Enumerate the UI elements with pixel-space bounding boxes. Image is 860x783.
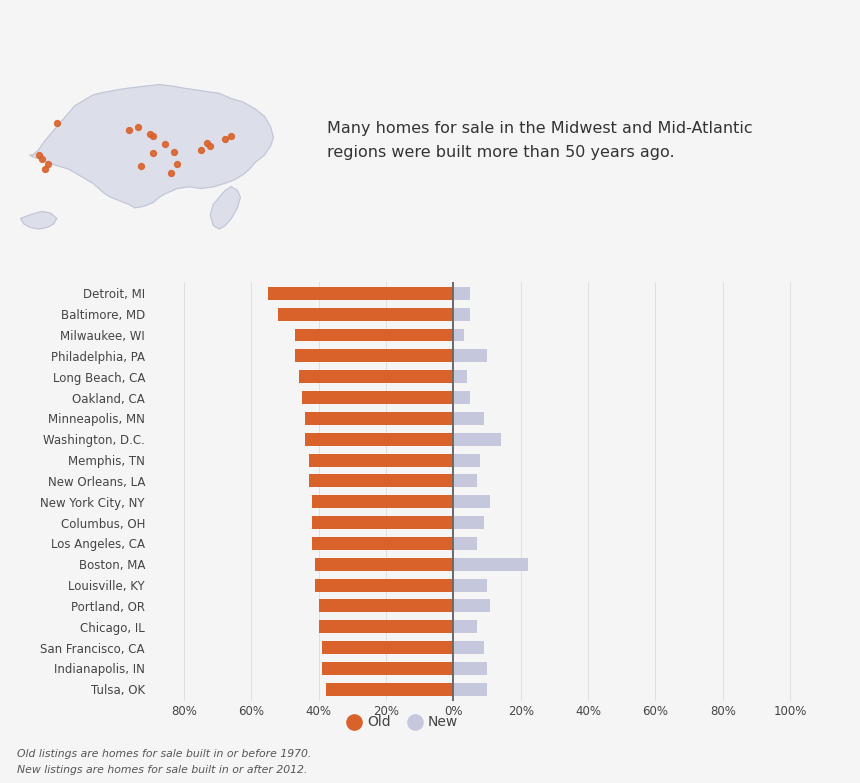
Point [146,147,160,160]
Bar [316,579,453,592]
Point [143,128,157,140]
Point [34,152,48,164]
Bar [316,557,453,571]
Point [50,117,64,129]
Bar [319,600,453,612]
Point [122,124,136,136]
Bar [453,433,501,446]
Point [32,149,46,161]
Bar [322,662,453,675]
Point [158,138,172,150]
Bar [453,516,484,529]
Point [40,157,55,170]
Polygon shape [210,186,240,229]
Point [38,163,52,175]
Bar [453,391,470,404]
Bar [268,287,453,300]
Text: Old listings are homes for sale built in or before 1970.: Old listings are homes for sale built in… [17,749,311,760]
Bar [453,474,477,487]
Point [131,121,144,133]
Bar [309,453,453,467]
Bar [453,620,477,633]
Bar [453,537,477,550]
Point [224,129,238,142]
Point [218,133,232,146]
Bar [312,496,453,508]
Text: Old: Old [367,715,391,729]
Bar [305,412,453,425]
Bar [298,370,453,383]
Bar [305,433,453,446]
Bar [453,641,484,654]
Bar [453,557,527,571]
Polygon shape [29,85,273,207]
Point [194,143,208,156]
Bar [453,349,487,363]
Text: Many homes for sale in the Midwest and Mid-Atlantic
regions were built more than: Many homes for sale in the Midwest and M… [327,121,752,160]
Bar [279,308,453,321]
Bar [312,516,453,529]
Text: New: New [428,715,458,729]
Point [170,157,184,170]
Bar [453,496,490,508]
Text: New listings are homes for sale built in or after 2012.: New listings are homes for sale built in… [17,765,308,775]
Bar [295,349,453,363]
Bar [453,600,490,612]
Bar [453,579,487,592]
Bar [453,308,470,321]
Bar [295,329,453,341]
Bar [453,453,481,467]
Bar [319,620,453,633]
Bar [453,370,467,383]
Point [146,129,160,142]
Bar [453,683,487,696]
Point [200,136,214,149]
Bar [302,391,453,404]
Bar [453,662,487,675]
Bar [309,474,453,487]
Bar [453,329,464,341]
Point [164,166,178,179]
Polygon shape [21,211,57,229]
Bar [322,641,453,654]
Point [134,160,148,172]
Bar [326,683,453,696]
Bar [312,537,453,550]
Point [203,140,217,153]
Bar [453,412,484,425]
Point [167,145,181,157]
Bar [453,287,470,300]
